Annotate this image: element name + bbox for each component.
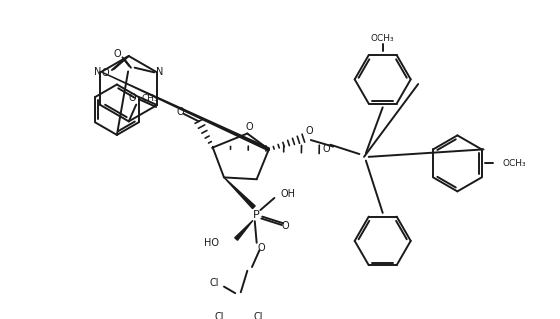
Text: Cl: Cl (254, 312, 263, 319)
Text: O: O (176, 107, 184, 117)
Text: N: N (94, 67, 101, 77)
Text: P: P (253, 210, 260, 220)
Text: N: N (156, 67, 164, 77)
Text: O: O (323, 145, 330, 154)
Polygon shape (224, 177, 255, 209)
Text: CH₃: CH₃ (142, 94, 158, 103)
Text: O: O (101, 68, 109, 78)
Text: O: O (128, 93, 136, 103)
Polygon shape (102, 72, 269, 151)
Text: OH: OH (281, 189, 296, 199)
Text: HO: HO (204, 238, 220, 248)
Polygon shape (235, 220, 253, 240)
Text: O: O (305, 126, 312, 136)
Text: Cl: Cl (210, 278, 220, 288)
Text: OCH₃: OCH₃ (371, 34, 394, 43)
Text: OCH₃: OCH₃ (502, 159, 526, 168)
Text: O: O (245, 122, 253, 132)
Text: O: O (282, 221, 290, 231)
Text: O: O (258, 243, 265, 253)
Text: O: O (113, 49, 121, 59)
Text: Cl: Cl (214, 312, 224, 319)
